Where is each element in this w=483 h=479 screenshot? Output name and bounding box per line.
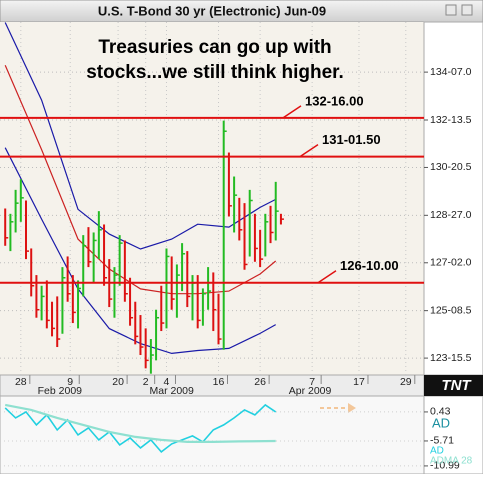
month-label: Apr 2009 xyxy=(289,385,332,397)
x-tick-label: 29 xyxy=(400,376,412,388)
indicator-line xyxy=(4,403,277,453)
y-tick-label: 127-02.0 xyxy=(430,257,472,269)
x-tick-label: 20 xyxy=(112,376,124,388)
y-tick-label: 130-20.5 xyxy=(430,161,472,173)
level-label: 132-16.00 xyxy=(305,93,364,108)
indicator-line xyxy=(4,403,276,443)
window-button[interactable] xyxy=(461,4,473,16)
x-tick-label: 17 xyxy=(353,376,365,388)
annotation: Treasuries can go up with xyxy=(98,37,331,58)
level-connector xyxy=(299,143,319,158)
month-label: Feb 2009 xyxy=(38,385,83,397)
indicator-title: AD xyxy=(432,415,450,430)
level-connector xyxy=(317,270,337,284)
indicator-area xyxy=(0,395,425,475)
y-tick-label: -5.71 xyxy=(430,435,454,447)
y-tick-label: 128-27.0 xyxy=(430,209,472,221)
x-tick-label: 2 xyxy=(143,376,149,388)
month-label: Mar 2009 xyxy=(150,385,195,397)
arrow-head xyxy=(348,403,356,413)
x-tick-label: 7 xyxy=(309,376,315,388)
x-tick-label: 9 xyxy=(67,376,73,388)
level-connector xyxy=(282,105,302,119)
chart-title: U.S. T-Bond 30 yr (Electronic) Jun-09 xyxy=(98,3,326,18)
legend-entry: ADMA 28 xyxy=(430,456,473,467)
legend-entry: AD xyxy=(430,446,444,457)
x-tick-label: 4 xyxy=(164,376,170,388)
window-button[interactable] xyxy=(445,4,457,16)
y-tick-label: 123-15.5 xyxy=(430,352,472,364)
level-label: 131-01.50 xyxy=(322,132,381,147)
level-label: 126-10.00 xyxy=(340,258,399,273)
y-tick-label: 0.43 xyxy=(430,406,451,418)
y-tick-label: 134-07.0 xyxy=(430,66,472,78)
annotation: stocks...we still think higher. xyxy=(86,62,344,83)
x-tick-label: 28 xyxy=(15,376,27,388)
logo-box xyxy=(424,375,483,396)
x-tick-label: 16 xyxy=(213,376,225,388)
logo: TNT xyxy=(441,377,472,394)
y-tick-label: 125-08.5 xyxy=(430,304,472,316)
y-axis-band xyxy=(423,21,483,376)
y-tick-label: -10.99 xyxy=(430,460,460,472)
x-tick-label: 26 xyxy=(254,376,266,388)
y-tick-label: 132-13.5 xyxy=(430,114,472,126)
